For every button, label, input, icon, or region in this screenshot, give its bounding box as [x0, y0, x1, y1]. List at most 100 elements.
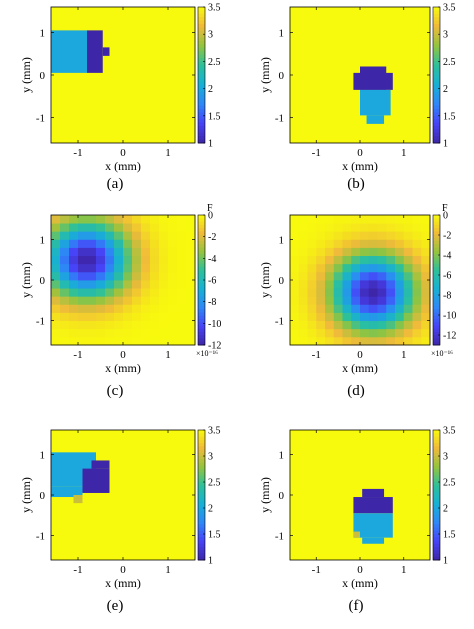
y-tick-label: -1	[275, 531, 284, 543]
heatmap-cell	[307, 247, 317, 257]
heatmap-cell	[60, 263, 70, 273]
heatmap-cell	[307, 304, 317, 313]
colorbar-segment	[433, 102, 440, 107]
heatmap-cell	[377, 271, 387, 281]
heatmap-cell	[114, 271, 124, 281]
colorbar-segment	[198, 521, 205, 525]
heatmap-cell	[307, 296, 317, 305]
heatmap-cell	[403, 320, 413, 330]
colorbar-tick-label: 1	[208, 139, 213, 150]
colorbar-segment	[198, 139, 205, 144]
heatmap-cell	[386, 239, 396, 248]
heatmap-cell	[377, 312, 387, 322]
heatmap-cell	[150, 312, 160, 322]
colorbar-segment	[433, 514, 440, 519]
heatmap-cell	[114, 239, 124, 248]
heatmap-cell	[333, 280, 343, 289]
heatmap-cell	[114, 304, 124, 313]
colorbar-segment	[433, 260, 440, 265]
heatmap-cell	[325, 271, 335, 281]
colorbar-segment	[433, 465, 440, 470]
heatmap-cell	[386, 312, 396, 322]
heatmap-cell	[377, 231, 387, 240]
colorbar-segment	[433, 436, 440, 441]
heatmap-cell	[51, 223, 61, 232]
heatmap-cell	[342, 320, 352, 330]
colorbar-segment	[198, 472, 205, 476]
heatmap-cell	[395, 247, 405, 257]
colorbar-segment	[433, 335, 440, 339]
colorbar-segment	[433, 319, 440, 323]
heatmap-cell	[51, 304, 61, 313]
colorbar-segment	[198, 449, 205, 454]
heatmap-cell	[386, 247, 396, 257]
heatmap-cell	[290, 304, 300, 313]
heatmap-cell	[412, 320, 422, 330]
heatmap-cell	[159, 215, 169, 224]
colorbar-segment	[198, 270, 205, 274]
heatmap-cell	[150, 328, 160, 338]
heatmap-region	[362, 488, 385, 498]
heatmap-cell	[403, 247, 413, 257]
colorbar-tick-label: -6	[208, 276, 216, 287]
colorbar-segment	[198, 10, 205, 15]
heatmap-cell	[290, 255, 300, 265]
heatmap-cell	[395, 255, 405, 265]
heatmap-cell	[395, 320, 405, 330]
heatmap-cell	[78, 271, 88, 281]
colorbar-segment	[433, 537, 440, 541]
colorbar-tick-label: 2	[443, 84, 448, 95]
colorbar-segment	[198, 517, 205, 522]
heatmap-cell	[123, 328, 133, 338]
heatmap-cell	[87, 320, 97, 330]
heatmap-cell	[386, 304, 396, 313]
heatmap-cell	[298, 215, 308, 224]
heatmap-cell	[316, 280, 326, 289]
heatmap-cell	[186, 288, 196, 297]
heatmap-cell	[351, 280, 361, 289]
caption-a: (a)	[106, 176, 124, 192]
heatmap-cell	[60, 223, 70, 232]
heatmap-region	[362, 537, 385, 544]
heatmap-cell	[141, 215, 151, 224]
heatmap-cell	[159, 288, 169, 297]
heatmap-cell	[316, 255, 326, 265]
colorbar-tick-label: 1.5	[443, 111, 456, 122]
colorbar-segment	[198, 24, 205, 28]
heatmap-cell	[360, 320, 370, 330]
heatmap-panel-6: -1 0 1 -1 0 1 x (mm) y (mm) 1 1.5 2 2.5 3 3.5	[258, 426, 456, 591]
heatmap-cell	[159, 223, 169, 232]
heatmap-cell	[412, 312, 422, 322]
y-axis-label: y (mm)	[19, 262, 33, 298]
colorbar-segment	[198, 280, 205, 284]
colorbar-segment	[198, 267, 205, 271]
heatmap-cell	[177, 296, 187, 305]
heatmap-cell	[141, 336, 151, 346]
colorbar-tick-label: -6	[443, 271, 451, 282]
colorbar-segment	[198, 296, 205, 300]
heatmap-cell	[421, 288, 431, 297]
heatmap-cell	[186, 247, 196, 257]
heatmap-cell	[377, 288, 387, 297]
heatmap-cell	[342, 231, 352, 240]
heatmap-cell	[78, 215, 88, 224]
heatmap-cell	[150, 336, 160, 346]
heatmap-cell	[69, 280, 79, 289]
heatmap-cell	[96, 247, 106, 257]
heatmap-cell	[316, 223, 326, 232]
x-tick-label: 0	[120, 147, 126, 159]
heatmap-cell	[159, 328, 169, 338]
colorbar-tick-label: 3.5	[443, 426, 456, 437]
colorbar-segment	[433, 534, 440, 538]
colorbar-segment	[198, 315, 205, 320]
colorbar-segment	[198, 95, 205, 100]
caption-d: (d)	[347, 383, 365, 399]
heatmap-cell	[159, 247, 169, 257]
colorbar-segment	[198, 276, 205, 281]
heatmap-cell	[342, 247, 352, 257]
x-tick-label: 1	[401, 349, 407, 361]
heatmap-cell	[333, 215, 343, 224]
colorbar-segment	[198, 508, 205, 512]
heatmap-cell	[69, 215, 79, 224]
